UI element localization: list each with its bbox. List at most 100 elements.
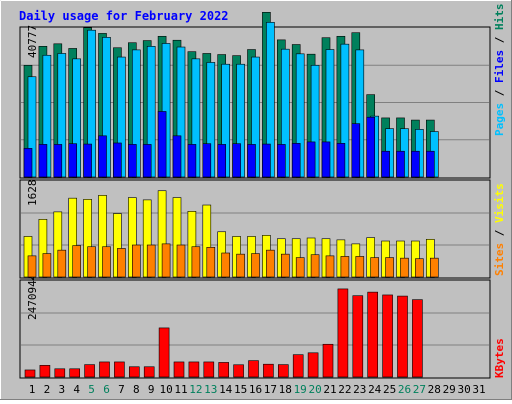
hits-panel-bar-pages <box>411 150 420 178</box>
kbytes-panel-bar-kbytes <box>129 366 140 378</box>
visits-panel-bar-sites <box>221 252 230 278</box>
visits-panel-bar-sites <box>57 249 67 278</box>
kbytes-panel-bar-kbytes <box>54 368 66 378</box>
chart-title: Daily usage for February 2022 <box>19 9 229 23</box>
visits-panel-bar-sites <box>87 246 96 278</box>
day-label-15: 15 <box>234 383 247 396</box>
day-label-17: 17 <box>264 383 277 396</box>
kbytes-panel-bar-kbytes <box>203 361 215 378</box>
hits-panel-bar-pages <box>142 144 152 178</box>
legend-visits: Visits <box>493 183 506 223</box>
hits-panel-bar-pages <box>172 135 182 178</box>
legend-sep-3: / <box>493 223 506 243</box>
visits-panel-bar-sites <box>42 253 52 278</box>
kbytes-panel-bar-kbytes <box>69 368 80 378</box>
day-label-25: 25 <box>383 383 396 396</box>
hits-panel-bar-pages <box>38 144 48 178</box>
kbytes-panel-bar-kbytes <box>39 365 51 378</box>
hits-panel-bar-pages <box>98 135 107 178</box>
visits-panel-bar-sites <box>236 253 245 278</box>
hits-panel-bar-pages <box>336 143 346 178</box>
day-label-7: 7 <box>118 383 125 396</box>
visits-panel-bar-sites <box>340 256 350 278</box>
hits-panel-bar-pages <box>68 143 77 178</box>
day-label-28: 28 <box>428 383 441 396</box>
kbytes-panel-bar-kbytes <box>292 354 304 378</box>
day-label-16: 16 <box>249 383 262 396</box>
legend-hits: Hits <box>493 4 506 31</box>
visits-panel-bar-sites <box>295 257 305 278</box>
day-label-6: 6 <box>103 383 110 396</box>
visits-panel-bar-sites <box>310 254 320 278</box>
day-label-11: 11 <box>174 383 187 396</box>
visits-panel-bar-sites <box>206 246 216 278</box>
kbytes-panel-bar-kbytes <box>248 360 259 378</box>
day-label-22: 22 <box>338 383 351 396</box>
hits-panel-bar-pages <box>262 143 271 178</box>
visits-panel-bar-sites <box>132 244 141 278</box>
hits-panel-bar-pages <box>351 123 361 178</box>
visits-panel-bar-sites <box>355 256 365 278</box>
hits-panel-bar-pages <box>217 144 226 178</box>
visits-panel-bar-sites <box>72 245 81 278</box>
kbytes-panel-bar-kbytes <box>397 295 408 378</box>
kbytes-panel-bar-kbytes <box>233 364 244 378</box>
visits-panel-bar-sites <box>176 244 186 278</box>
day-label-1: 1 <box>29 383 36 396</box>
visits-panel-bar-sites <box>385 257 394 278</box>
day-label-5: 5 <box>88 383 95 396</box>
legend-pages: Pages <box>493 103 506 136</box>
x-axis-day-labels: 1 2 3 4 5 6 7 8 9 10 11 12 13 14 15 16 17 18 19 20 21 22 23 24 2… <box>29 383 486 396</box>
kbytes-panel-bar-kbytes <box>24 369 36 378</box>
visits-max-label: 1628 <box>26 180 39 207</box>
hits-panel-bar-pages <box>291 143 301 178</box>
day-label-13: 13 <box>204 383 217 396</box>
hits-panel-bar-pages <box>425 150 435 178</box>
kbytes-panel-bar-kbytes <box>158 327 170 378</box>
hits-panel-bar-pages <box>53 144 63 178</box>
hits-panel-bar-pages <box>306 141 316 178</box>
hits-panel-bar-pages <box>83 143 92 178</box>
legend-sep-2: / <box>493 30 506 50</box>
day-label-21: 21 <box>323 383 336 396</box>
hits-panel-bar-pages <box>232 143 241 178</box>
visits-panel-bar-sites <box>146 244 156 278</box>
kbytes-panel-bar-kbytes <box>188 361 200 378</box>
kbytes-panel-bar-kbytes <box>84 364 95 378</box>
day-label-18: 18 <box>279 383 292 396</box>
day-label-23: 23 <box>353 383 366 396</box>
legend-sites: Sites <box>493 243 506 276</box>
kbytes-panel-bar-kbytes <box>218 362 229 378</box>
day-label-29: 29 <box>443 383 456 396</box>
legend-sep-1: / <box>493 83 506 103</box>
day-label-3: 3 <box>58 383 65 396</box>
day-label-30: 30 <box>457 383 470 396</box>
visits-panel-bar-sites <box>400 257 409 278</box>
kbytes-panel-bar-kbytes <box>337 288 349 378</box>
visits-panel-bar-sites <box>370 257 380 278</box>
kbytes-panel-bar-kbytes <box>307 352 319 378</box>
visits-panel-bar-sites <box>161 243 171 278</box>
day-label-2: 2 <box>44 383 51 396</box>
visits-panel-bar-sites <box>117 248 126 278</box>
hits-panel-bar-pages <box>157 111 167 178</box>
kbytes-panel-bar-kbytes <box>412 299 423 378</box>
day-label-27: 27 <box>413 383 426 396</box>
hits-panel-bar-pages <box>23 148 33 178</box>
day-label-10: 10 <box>159 383 172 396</box>
visits-panel-bar-sites <box>27 255 37 278</box>
day-label-31: 31 <box>472 383 485 396</box>
chart-marks <box>21 11 489 378</box>
day-label-26: 26 <box>398 383 411 396</box>
visits-panel-bar-sites <box>325 255 335 278</box>
visits-panel-bar-sites <box>266 249 275 278</box>
legend-kbytes: KBytes <box>493 338 506 378</box>
kbytes-panel-bar-kbytes <box>277 364 289 378</box>
kbytes-max-label: 2470944 <box>26 273 39 320</box>
kbytes-panel-bar-kbytes <box>263 363 274 378</box>
day-label-20: 20 <box>308 383 321 396</box>
hits-panel-bar-pages <box>366 116 376 178</box>
hits-panel-bar-pages <box>202 143 212 178</box>
kbytes-panel-bar-kbytes <box>382 294 393 378</box>
